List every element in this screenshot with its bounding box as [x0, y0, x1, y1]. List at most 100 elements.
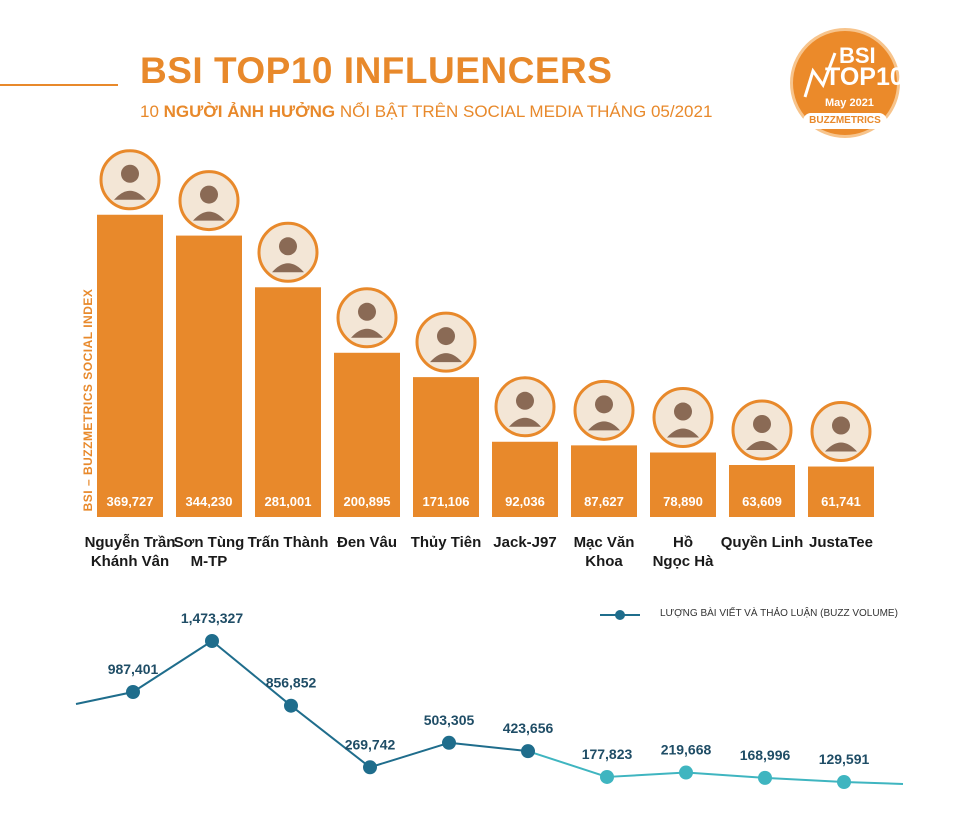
- avatar-body-9: [825, 442, 857, 452]
- bar-9: [808, 466, 874, 517]
- title-rule: [0, 84, 118, 86]
- line-point-9: [837, 775, 851, 789]
- bar-value-label-6: 87,627: [584, 494, 624, 509]
- trend-icon: [803, 52, 837, 98]
- bar-value-label-9: 61,741: [821, 494, 861, 509]
- line-point-4: [442, 735, 456, 750]
- line-value-label-9: 129,591: [819, 751, 870, 767]
- line-segment-9: [764, 776, 845, 783]
- avatar-head-7: [674, 402, 692, 421]
- bar-2: [255, 287, 321, 517]
- subtitle-rest: NỔI BẬT TRÊN SOCIAL MEDIA THÁNG 05/2021: [335, 102, 713, 121]
- avatar-head-2: [279, 237, 297, 256]
- category-label-7-0: Hồ: [673, 534, 693, 551]
- line-value-label-4: 503,305: [424, 712, 475, 728]
- bar-value-label-7: 78,890: [663, 494, 703, 509]
- category-label-6-0: Mạc Văn: [574, 534, 635, 551]
- line-segment-2: [211, 640, 292, 707]
- line-segment-7: [606, 771, 687, 778]
- avatar-head-3: [358, 302, 376, 321]
- category-label-1-1: M-TP: [191, 553, 228, 570]
- category-label-9-0: JustaTee: [809, 534, 873, 551]
- line-value-label-5: 423,656: [503, 720, 554, 736]
- subtitle-bold: NGƯỜI ẢNH HƯỞNG: [163, 102, 336, 121]
- line-point-5: [521, 744, 535, 759]
- bsi-top10-badge: BSI TOP10 May 2021 BUZZMETRICS: [790, 28, 904, 138]
- badge-line1: BSI: [839, 43, 876, 68]
- avatar-body-2: [272, 263, 304, 273]
- line-segment-5: [448, 741, 529, 753]
- category-label-0-1: Khánh Vân: [91, 553, 169, 570]
- line-segment-8: [685, 771, 766, 779]
- avatar-head-5: [516, 391, 534, 410]
- bar-value-label-2: 281,001: [265, 494, 312, 509]
- category-label-7-1: Ngọc Hà: [653, 553, 715, 570]
- avatar-body-4: [430, 353, 462, 363]
- bar-value-label-5: 92,036: [505, 494, 545, 509]
- page-title: BSI TOP10 INFLUENCERS: [140, 50, 613, 91]
- badge-line2: TOP10: [825, 63, 904, 91]
- avatar-head-0: [121, 164, 139, 183]
- bar-0: [97, 214, 163, 518]
- bar-3: [334, 352, 400, 517]
- line-segment-0: [75, 691, 134, 705]
- bar-5: [492, 441, 558, 517]
- line-value-label-2: 856,852: [266, 675, 317, 691]
- line-value-label-6: 177,823: [582, 746, 633, 762]
- avatar-head-1: [200, 185, 218, 204]
- line-point-3: [363, 760, 377, 775]
- line-segment-10: [843, 781, 904, 785]
- avatar-body-3: [351, 328, 383, 338]
- avatar-head-9: [832, 416, 850, 435]
- bar-value-label-8: 63,609: [742, 494, 782, 509]
- avatar-body-8: [746, 440, 778, 450]
- line-point-7: [679, 765, 693, 780]
- category-label-8-0: Quyền Linh: [721, 534, 804, 551]
- category-label-5-0: Jack-J97: [493, 534, 556, 551]
- category-label-4-0: Thủy Tiên: [411, 534, 482, 551]
- line-value-label-8: 168,996: [740, 747, 791, 763]
- line-value-label-0: 987,401: [108, 661, 159, 677]
- line-point-1: [205, 634, 219, 648]
- category-label-3-0: Đen Vâu: [337, 534, 397, 551]
- badge-brand: BUZZMETRICS: [803, 113, 887, 129]
- bar-4: [413, 377, 479, 517]
- line-segment-6: [527, 750, 608, 778]
- line-segment-4: [369, 741, 450, 769]
- avatar-body-1: [193, 211, 225, 221]
- category-label-2-0: Trấn Thành: [248, 534, 329, 551]
- bar-value-label-0: 369,727: [107, 494, 154, 509]
- line-point-6: [600, 769, 614, 784]
- bar-1: [176, 235, 242, 517]
- bar-7: [650, 452, 716, 517]
- bar-value-label-3: 200,895: [344, 494, 391, 509]
- avatar-body-7: [667, 428, 699, 438]
- avatar-head-8: [753, 414, 771, 433]
- line-segment-1: [132, 640, 213, 693]
- page-subtitle: 10 NGƯỜI ẢNH HƯỞNG NỔI BẬT TRÊN SOCIAL M…: [140, 102, 712, 122]
- line-point-0: [126, 684, 140, 699]
- avatar-body-5: [509, 417, 541, 427]
- avatar-body-0: [114, 190, 146, 200]
- line-value-label-3: 269,742: [345, 736, 396, 752]
- category-label-6-1: Khoa: [585, 553, 623, 570]
- line-point-8: [758, 770, 772, 785]
- bar-8: [729, 464, 795, 517]
- line-segment-3: [290, 704, 371, 769]
- category-label-0-0: Nguyễn Trần: [85, 534, 176, 551]
- avatar-body-6: [588, 421, 620, 431]
- avatar-head-4: [437, 327, 455, 346]
- legend-dot-marker: [615, 610, 625, 620]
- line-value-label-1: 1,473,327: [181, 610, 243, 626]
- subtitle-prefix: 10: [140, 102, 164, 121]
- bar-value-label-4: 171,106: [423, 494, 470, 509]
- avatar-head-6: [595, 395, 613, 414]
- badge-line3: May 2021: [825, 97, 874, 109]
- line-value-label-7: 219,668: [661, 742, 712, 758]
- line-point-2: [284, 698, 298, 713]
- category-label-1-0: Sơn Tùng: [174, 534, 245, 551]
- bar-value-label-1: 344,230: [186, 494, 233, 509]
- bar-6: [571, 445, 637, 517]
- legend-label: LƯỢNG BÀI VIẾT VÀ THẢO LUẬN (BUZZ VOLUME…: [660, 608, 898, 619]
